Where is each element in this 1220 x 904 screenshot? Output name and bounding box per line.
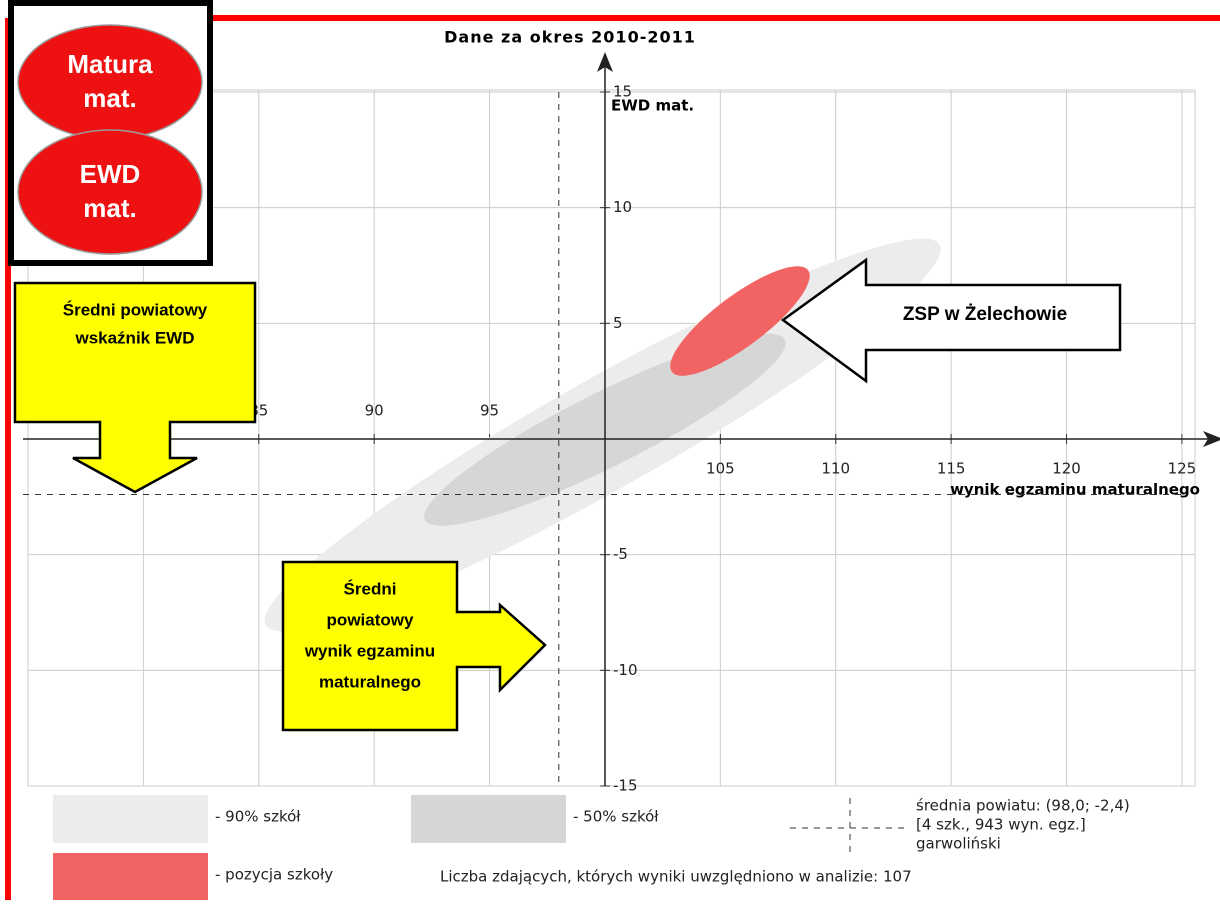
badge-text: mat. — [83, 83, 136, 113]
callout-text: maturalnego — [319, 672, 421, 691]
callout-text: Średni powiatowy — [63, 300, 208, 319]
badge-text: Matura — [67, 49, 153, 79]
chart-title: Dane za okres 2010-2011 — [444, 28, 696, 47]
legend-mean-text: [4 szk., 943 wyn. egz.] — [916, 816, 1086, 834]
badge — [17, 129, 203, 255]
callout-text: ZSP w Żelechowie — [903, 304, 1067, 325]
y-tick-label: -5 — [613, 545, 628, 563]
legend-mean-text: garwoliński — [916, 835, 1001, 853]
y-axis-label: EWD mat. — [611, 97, 694, 115]
x-tick-label: 125 — [1168, 460, 1197, 478]
y-tick-label: 5 — [613, 314, 623, 332]
legend-mean-text: średnia powiatu: (98,0; -2,4) — [916, 797, 1130, 815]
legend-label: - 90% szkół — [215, 808, 301, 826]
x-tick-label: 90 — [365, 402, 384, 420]
x-axis-label: wynik egzaminu maturalnego — [950, 481, 1200, 499]
x-tick-label: 95 — [480, 402, 499, 420]
callout-text: powiatowy — [327, 610, 414, 629]
x-tick-label: 105 — [706, 460, 735, 478]
x-tick-label: 120 — [1052, 460, 1081, 478]
x-tick-label: 110 — [821, 460, 850, 478]
callout-text: wskaźnik EWD — [74, 328, 194, 347]
callout-text: wynik egzaminu — [304, 641, 435, 660]
callout-school — [780, 257, 1122, 384]
callout-ewd-mean — [13, 281, 257, 494]
y-axis-arrow — [597, 52, 613, 72]
y-tick-label: -10 — [613, 661, 638, 679]
y-tick-label: -15 — [613, 777, 638, 795]
y-tick-label: 10 — [613, 198, 632, 216]
callout-exam-mean — [281, 560, 547, 732]
x-axis-arrow — [1203, 431, 1220, 447]
footnote: Liczba zdających, których wyniki uwzględ… — [440, 868, 912, 886]
legend-label: - 50% szkół — [573, 808, 659, 826]
region-ellipse — [670, 266, 810, 376]
y-tick-label: 15 — [613, 83, 632, 101]
legend-swatch — [53, 795, 208, 843]
badge-text: EWD — [80, 159, 141, 189]
legend-label: - pozycja szkoły — [215, 866, 333, 884]
callout-text: Średni — [344, 579, 397, 598]
x-tick-label: 115 — [937, 460, 966, 478]
legend-swatch — [53, 853, 208, 901]
badge-text: mat. — [83, 193, 136, 223]
legend-swatch — [411, 795, 566, 843]
